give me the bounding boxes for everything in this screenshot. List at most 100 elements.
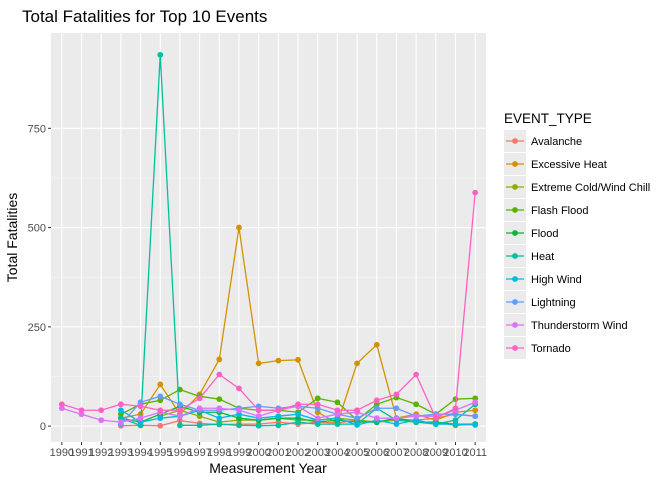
data-point [393,415,400,422]
data-point [275,407,282,414]
x-tick-label: 1999 [227,447,251,459]
x-axis: 1990199119921993199419951996199719981999… [50,442,487,459]
data-point [334,399,341,406]
data-point [196,422,203,429]
data-point [78,411,85,418]
data-point [393,391,400,398]
data-point [216,421,223,428]
y-tick-label: 0 [40,421,46,433]
legend-label: Excessive Heat [531,159,607,171]
legend-key-point [512,161,518,167]
y-tick-label: 250 [28,322,46,334]
legend-item: Lightning [504,291,576,313]
legend-label: Avalanche [531,136,582,148]
x-tick-label: 2002 [286,447,310,459]
data-point [373,397,380,404]
x-tick-label: 2006 [365,447,389,459]
x-tick-label: 2008 [404,447,428,459]
data-point [452,417,459,424]
data-point [196,405,203,412]
data-point [117,411,124,418]
data-point [157,422,164,429]
data-point [137,403,144,410]
data-point [295,356,301,363]
data-point [452,411,459,418]
legend-key-point [512,207,518,213]
legend-key-point [512,322,518,328]
data-point [157,397,164,404]
data-point [157,393,164,400]
data-point [98,407,105,414]
data-point [236,415,242,422]
data-point [354,360,360,367]
series-line [61,401,476,423]
data-point [157,51,164,58]
legend-label: Heat [531,251,554,263]
legend-label: Tornado [531,343,571,355]
legend: EVENT_TYPE Avalanche Excessive Heat Extrem… [504,111,650,359]
data-point [117,407,124,414]
data-point [413,417,420,424]
data-point [157,407,164,414]
data-point [393,421,400,428]
x-tick-label: 2005 [345,447,369,459]
data-point [216,371,223,378]
data-point [295,419,301,426]
data-point [196,413,203,420]
data-point [255,413,262,420]
data-point [216,396,223,403]
x-tick-label: 1992 [89,447,113,459]
legend-label: Flash Flood [531,205,588,217]
data-point [295,415,301,422]
data-point [196,395,203,402]
x-tick-label: 1993 [109,447,133,459]
chart-title: Total Fatalities for Top 10 Events [22,7,267,26]
data-point [314,395,321,402]
legend-label: Lightning [531,297,576,309]
legend-key-point [512,253,518,259]
data-point [334,407,341,414]
legend-label: Flood [531,228,559,240]
legend-item: Thunderstorm Wind [504,314,628,336]
legend-key-point [512,184,518,190]
data-point [334,421,341,428]
data-point [78,407,85,414]
data-point [432,415,439,422]
x-tick-label: 2000 [246,447,270,459]
data-point [275,357,282,364]
x-tick-label: 2007 [384,447,408,459]
x-tick-label: 2001 [266,447,290,459]
legend-title: EVENT_TYPE [504,111,592,126]
data-point [137,415,144,422]
data-point [177,413,183,420]
y-axis-title: Total Fatalities [4,193,20,282]
legend-item: Extreme Cold/Wind Chill [504,176,650,198]
legend-item: Tornado [504,337,571,359]
data-point [354,415,360,422]
data-point [275,413,282,420]
x-axis-title: Measurement Year [209,460,327,476]
data-point [216,405,223,412]
data-point [472,189,479,196]
x-tick-label: 2003 [305,447,329,459]
legend-label: Thunderstorm Wind [531,320,628,332]
data-point [472,395,479,402]
data-point [432,421,439,428]
data-point [58,405,65,412]
x-tick-label: 2011 [463,447,487,459]
data-point [472,399,479,406]
data-point [314,421,321,428]
data-point [236,407,242,414]
data-point [157,381,164,388]
legend-item: Flash Flood [504,199,588,221]
x-tick-label: 2009 [424,447,448,459]
data-point [177,422,183,429]
data-point [472,413,479,420]
data-point [373,415,380,422]
legend-key-point [512,345,518,351]
series-line [61,192,476,420]
legend-key-point [512,299,518,305]
data-point [452,421,459,428]
